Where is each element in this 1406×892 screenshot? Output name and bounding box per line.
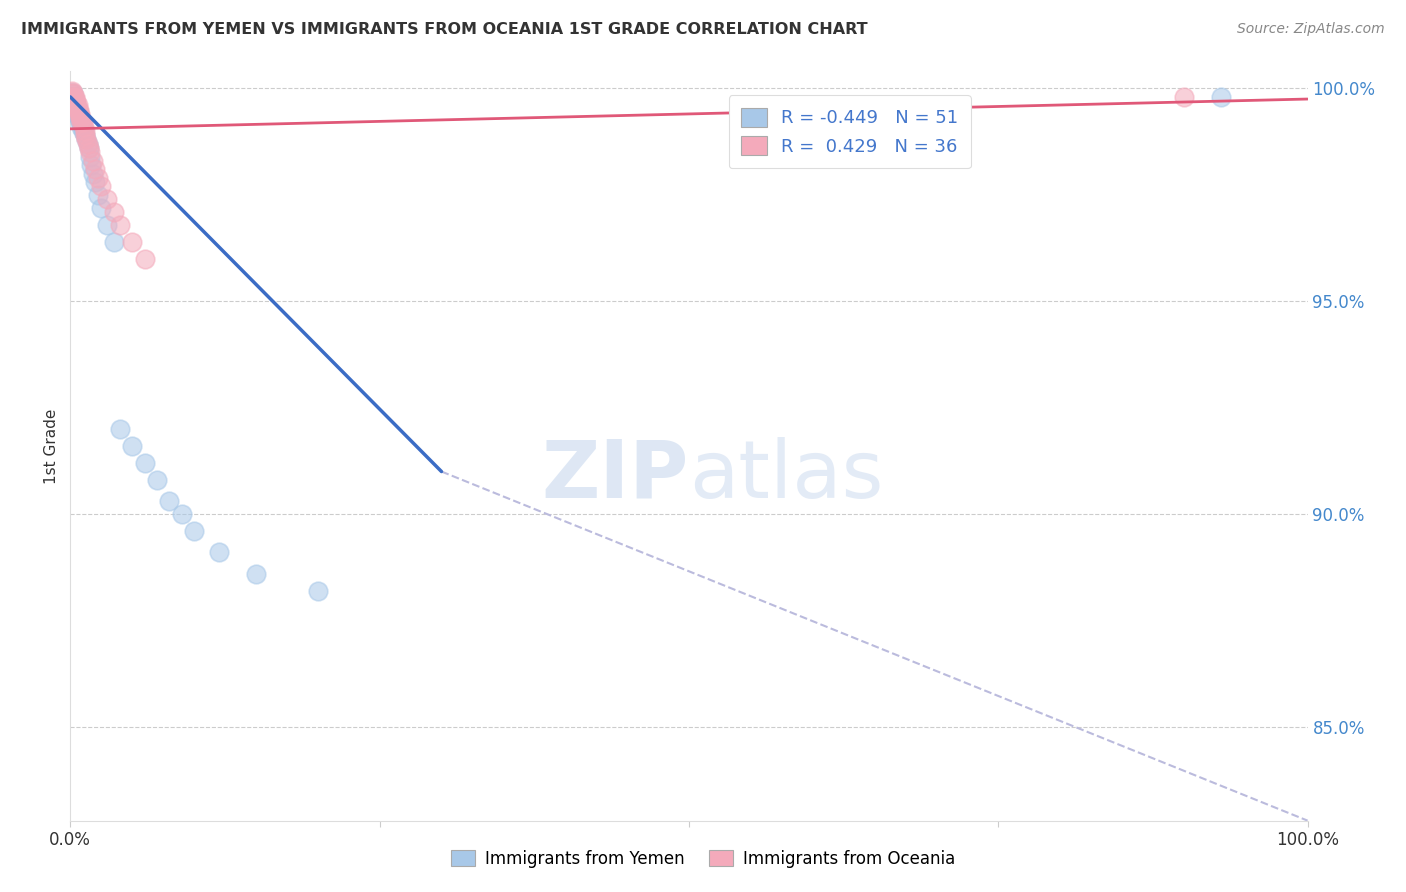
Text: atlas: atlas <box>689 437 883 515</box>
Point <box>90 201 112 215</box>
Point <box>67 107 90 121</box>
Point <box>65 94 87 108</box>
Point <box>65 98 87 112</box>
Point <box>70 115 93 129</box>
Point <box>75 124 97 138</box>
Point <box>84 175 107 189</box>
Point <box>67 112 90 126</box>
Legend: R = -0.449   N = 51, R =  0.429   N = 36: R = -0.449 N = 51, R = 0.429 N = 36 <box>728 95 972 169</box>
Point <box>65 103 87 117</box>
Point <box>65 94 87 108</box>
Point <box>183 524 205 538</box>
Point <box>80 158 103 172</box>
Point <box>60 86 83 100</box>
Point <box>121 439 143 453</box>
Point <box>66 103 89 117</box>
Point <box>307 583 329 598</box>
Point <box>60 94 83 108</box>
Point <box>146 473 169 487</box>
Point <box>65 94 87 108</box>
Point <box>69 107 91 121</box>
Point <box>63 90 86 104</box>
Point <box>75 132 97 146</box>
Point <box>72 115 94 129</box>
Point <box>60 90 83 104</box>
Text: IMMIGRANTS FROM YEMEN VS IMMIGRANTS FROM OCEANIA 1ST GRADE CORRELATION CHART: IMMIGRANTS FROM YEMEN VS IMMIGRANTS FROM… <box>21 22 868 37</box>
Point <box>69 112 91 126</box>
Point <box>63 98 86 112</box>
Point <box>82 167 104 181</box>
Text: Source: ZipAtlas.com: Source: ZipAtlas.com <box>1237 22 1385 37</box>
Point <box>75 132 97 146</box>
Legend: Immigrants from Yemen, Immigrants from Oceania: Immigrants from Yemen, Immigrants from O… <box>444 844 962 875</box>
Point <box>62 90 84 104</box>
Point <box>65 103 87 117</box>
Point <box>60 83 83 97</box>
Point <box>66 98 89 112</box>
Point <box>63 90 86 104</box>
Point <box>208 545 231 559</box>
Point <box>65 90 87 104</box>
Y-axis label: 1st Grade: 1st Grade <box>44 409 59 483</box>
Point <box>62 90 84 104</box>
Point <box>1173 90 1195 104</box>
Point <box>62 86 84 100</box>
Point <box>76 136 98 151</box>
Point <box>65 107 87 121</box>
Point <box>63 94 86 108</box>
Point <box>67 107 90 121</box>
Point <box>108 218 131 232</box>
Point <box>84 162 107 177</box>
Point <box>69 112 91 126</box>
Point <box>72 124 94 138</box>
Point <box>103 204 125 219</box>
Point <box>82 153 104 168</box>
Point <box>62 94 84 108</box>
Point <box>70 115 93 129</box>
Point <box>170 507 193 521</box>
Point <box>96 192 118 206</box>
Point <box>86 170 108 185</box>
Text: ZIP: ZIP <box>541 437 689 515</box>
Point <box>70 112 93 126</box>
Point <box>96 218 118 232</box>
Point <box>77 141 100 155</box>
Point <box>76 136 98 151</box>
Point <box>79 145 101 160</box>
Point <box>66 103 89 117</box>
Point <box>1209 90 1232 104</box>
Point <box>79 149 101 163</box>
Point <box>245 566 267 581</box>
Point <box>67 103 90 117</box>
Point <box>77 141 100 155</box>
Point <box>72 120 94 134</box>
Point <box>70 120 93 134</box>
Point <box>62 98 84 112</box>
Point <box>157 494 180 508</box>
Point <box>134 252 156 266</box>
Point <box>66 107 89 121</box>
Point <box>63 103 86 117</box>
Point <box>73 120 96 134</box>
Point <box>60 86 83 100</box>
Point <box>75 128 97 143</box>
Point <box>90 179 112 194</box>
Point <box>62 86 84 100</box>
Point <box>73 124 96 138</box>
Point <box>134 456 156 470</box>
Point <box>75 128 97 143</box>
Point <box>86 187 108 202</box>
Point <box>103 235 125 249</box>
Point <box>65 98 87 112</box>
Point <box>63 94 86 108</box>
Point <box>65 98 87 112</box>
Point <box>69 115 91 129</box>
Point <box>121 235 143 249</box>
Point <box>108 422 131 436</box>
